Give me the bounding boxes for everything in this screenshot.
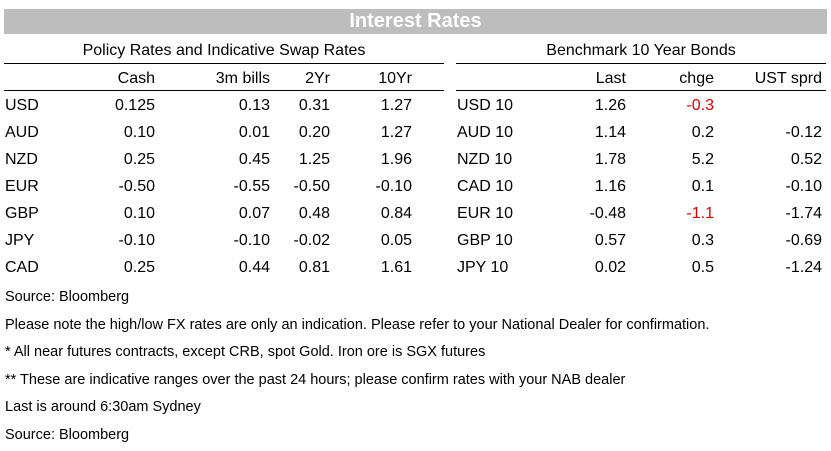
table-cell: 0.02 (594, 259, 626, 276)
row-label: NZD 10 (457, 151, 513, 168)
table-cell: -0.10 (785, 178, 822, 195)
table-cell: 0.10 (123, 124, 155, 141)
table-cell: -0.10 (118, 232, 155, 249)
policy-rates-heading: Policy Rates and Indicative Swap Rates (82, 42, 366, 59)
row-label: CAD 10 (457, 178, 514, 195)
table-cell: 0.1 (691, 178, 714, 195)
table-cell: 0.57 (594, 232, 626, 249)
row-label: JPY 10 (457, 259, 509, 276)
footnote: Please note the high/low FX rates are on… (5, 316, 710, 333)
table-cell: 0.45 (238, 151, 270, 168)
footnote: Last is around 6:30am Sydney (5, 399, 201, 415)
table-cell: 1.25 (298, 151, 330, 168)
table-cell: 0.13 (238, 97, 270, 114)
bond-col-header: Last (595, 70, 626, 87)
table-cell: 0.5 (691, 259, 714, 276)
table-cell: 0.10 (123, 205, 155, 222)
table-cell: 0.01 (238, 124, 270, 141)
table-cell: 1.61 (380, 259, 412, 276)
row-label: AUD (5, 124, 39, 141)
policy-header-rule (4, 90, 444, 91)
table-cell: -0.50 (118, 178, 155, 195)
policy-col-header: 10Yr (378, 70, 412, 87)
table-cell: 1.27 (380, 97, 412, 114)
row-label: USD 10 (457, 97, 514, 114)
table-cell: 0.52 (790, 151, 822, 168)
policy-col-header: 3m bills (215, 70, 270, 87)
table-cell: 0.25 (123, 259, 155, 276)
table-cell: 5.2 (691, 151, 714, 168)
table-cell: 1.96 (380, 151, 412, 168)
row-label: AUD 10 (457, 124, 514, 141)
policy-col-header: Cash (117, 70, 155, 87)
bond-col-header: chge (679, 70, 714, 87)
table-cell: 0.20 (298, 124, 330, 141)
row-label: JPY (5, 232, 35, 249)
table-cell: 1.27 (380, 124, 412, 141)
table-cell: -1.24 (785, 259, 822, 276)
table-cell: -0.3 (686, 97, 714, 114)
table-cell (720, 95, 822, 117)
row-label: EUR 10 (457, 205, 514, 222)
table-cell: 0.25 (123, 151, 155, 168)
table-cell: 0.2 (691, 124, 714, 141)
row-label: GBP (5, 205, 39, 222)
table-cell: 0.48 (298, 205, 330, 222)
table-cell: -0.48 (589, 205, 626, 222)
table-cell: -1.1 (686, 205, 714, 222)
row-label: CAD (5, 259, 39, 276)
footnote: * All near futures contracts, except CRB… (5, 344, 486, 360)
table-cell: 0.125 (114, 97, 155, 114)
table-cell: -0.69 (785, 232, 822, 249)
footnote: Source: Bloomberg (5, 289, 130, 305)
table-cell: 1.14 (594, 124, 626, 141)
table-cell: 0.84 (380, 205, 412, 222)
row-label: USD (5, 97, 39, 114)
bond-heading-rule (456, 63, 826, 64)
row-label: EUR (5, 178, 39, 195)
page-title: Interest Rates (4, 9, 827, 34)
bond-heading: Benchmark 10 Year Bonds (546, 42, 736, 59)
table-cell: -0.12 (785, 124, 822, 141)
table-cell: -0.50 (293, 178, 330, 195)
table-cell: 0.31 (298, 97, 330, 114)
policy-heading-rule (4, 63, 444, 64)
table-cell: -0.55 (233, 178, 270, 195)
row-label: NZD (5, 151, 38, 168)
table-cell: -0.10 (233, 232, 270, 249)
table-cell: -0.02 (293, 232, 330, 249)
table-cell: 0.07 (238, 205, 270, 222)
table-cell: 1.78 (594, 151, 626, 168)
table-cell: 0.44 (238, 259, 270, 276)
footnote: ** These are indicative ranges over the … (5, 371, 626, 388)
table-cell: -0.10 (375, 178, 412, 195)
row-label: GBP 10 (457, 232, 513, 249)
bond-header-rule (456, 90, 826, 91)
bond-col-header: UST sprd (754, 70, 822, 87)
table-cell: -1.74 (785, 205, 822, 222)
table-cell: 1.16 (594, 178, 626, 195)
table-cell: 1.26 (594, 97, 626, 114)
table-cell: 0.81 (298, 259, 330, 276)
table-cell: 0.05 (380, 232, 412, 249)
footnote: Source: Bloomberg (5, 426, 130, 443)
policy-col-header: 2Yr (305, 70, 330, 87)
table-cell: 0.3 (691, 232, 714, 249)
